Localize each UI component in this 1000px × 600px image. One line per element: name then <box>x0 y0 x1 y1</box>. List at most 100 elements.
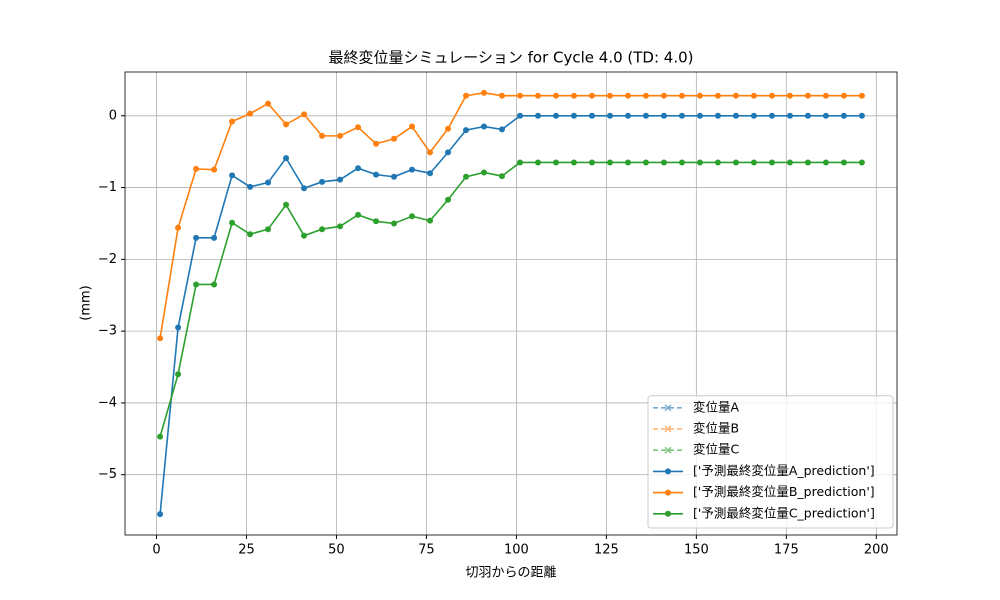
data-point <box>642 92 649 99</box>
data-point <box>588 159 595 166</box>
data-point <box>624 159 631 166</box>
y-tick-label: −4 <box>98 395 117 410</box>
data-point <box>624 92 631 99</box>
data-point <box>696 112 703 119</box>
data-point <box>750 159 757 166</box>
data-point <box>229 172 236 179</box>
data-point <box>355 124 362 131</box>
data-point <box>552 159 559 166</box>
legend-marker <box>664 446 672 454</box>
y-tick-label: −2 <box>98 252 117 267</box>
data-point <box>319 178 326 185</box>
data-point <box>750 112 757 119</box>
data-point <box>319 132 326 139</box>
data-point <box>516 92 523 99</box>
data-point <box>516 112 523 119</box>
data-point <box>229 118 236 125</box>
data-point <box>193 234 200 241</box>
data-point <box>552 112 559 119</box>
data-point <box>696 92 703 99</box>
data-point <box>409 123 416 130</box>
data-point <box>373 218 380 225</box>
data-point <box>768 112 775 119</box>
data-point <box>283 121 290 128</box>
data-point <box>516 159 523 166</box>
data-point <box>768 92 775 99</box>
data-point <box>157 511 164 518</box>
data-point <box>606 159 613 166</box>
data-point <box>445 196 452 203</box>
data-point <box>642 159 649 166</box>
x-tick-label: 150 <box>684 543 709 558</box>
data-point <box>786 159 793 166</box>
data-point <box>678 112 685 119</box>
data-point <box>822 159 829 166</box>
data-point <box>373 140 380 147</box>
data-point <box>193 281 200 288</box>
data-point <box>229 219 236 226</box>
series-line <box>159 92 862 339</box>
data-point <box>445 125 452 132</box>
data-point <box>427 149 434 156</box>
data-point <box>445 149 452 156</box>
data-point <box>265 226 272 233</box>
legend-label: 変位量B <box>693 421 739 436</box>
data-point <box>175 324 182 331</box>
data-point <box>463 92 470 99</box>
data-point <box>391 135 398 142</box>
legend-label: ['予測最終変位量A_prediction'] <box>693 463 875 478</box>
data-point <box>714 112 721 119</box>
data-point <box>337 223 344 230</box>
data-point <box>714 159 721 166</box>
data-point <box>732 92 739 99</box>
data-point <box>606 92 613 99</box>
legend-label: ['予測最終変位量C_prediction'] <box>693 505 875 520</box>
x-tick-label: 200 <box>864 543 889 558</box>
data-point <box>337 176 344 183</box>
data-point <box>534 159 541 166</box>
data-point <box>570 92 577 99</box>
data-point <box>175 371 182 378</box>
data-point <box>499 126 506 133</box>
data-point <box>732 159 739 166</box>
data-point <box>786 112 793 119</box>
data-point <box>822 112 829 119</box>
legend: 変位量A 変位量B 変位量C ['予測最終変位量A_prediction'] ['予測最… <box>647 395 894 529</box>
data-point <box>409 166 416 173</box>
series-line <box>159 161 862 437</box>
data-point <box>678 92 685 99</box>
data-point <box>588 92 595 99</box>
data-point <box>319 226 326 233</box>
data-point <box>427 170 434 177</box>
data-point <box>499 173 506 180</box>
legend-marker <box>665 489 671 496</box>
data-point <box>642 112 649 119</box>
data-point <box>463 127 470 134</box>
x-tick-label: 175 <box>774 543 799 558</box>
data-point <box>840 92 847 99</box>
data-point <box>499 92 506 99</box>
data-point <box>768 159 775 166</box>
data-point <box>355 165 362 172</box>
chart-title: 最終変位量シミュレーション for Cycle 4.0 (TD: 4.0) <box>328 49 693 67</box>
data-point <box>624 112 631 119</box>
data-point <box>211 281 218 288</box>
legend-label: 変位量C <box>693 442 740 457</box>
data-point <box>157 433 164 440</box>
data-point <box>265 179 272 186</box>
legend-marker <box>665 510 671 517</box>
data-point <box>732 112 739 119</box>
data-point <box>301 185 308 192</box>
data-point <box>570 159 577 166</box>
legend-marker <box>665 468 671 475</box>
data-point <box>481 123 488 130</box>
x-tick-label: 50 <box>328 543 345 558</box>
data-point <box>660 112 667 119</box>
data-point <box>750 92 757 99</box>
x-tick-label: 100 <box>504 543 529 558</box>
series-line <box>159 114 862 515</box>
data-point <box>247 110 254 117</box>
y-tick-label: −1 <box>98 180 117 195</box>
x-tick-label: 125 <box>594 543 619 558</box>
data-point <box>427 217 434 224</box>
